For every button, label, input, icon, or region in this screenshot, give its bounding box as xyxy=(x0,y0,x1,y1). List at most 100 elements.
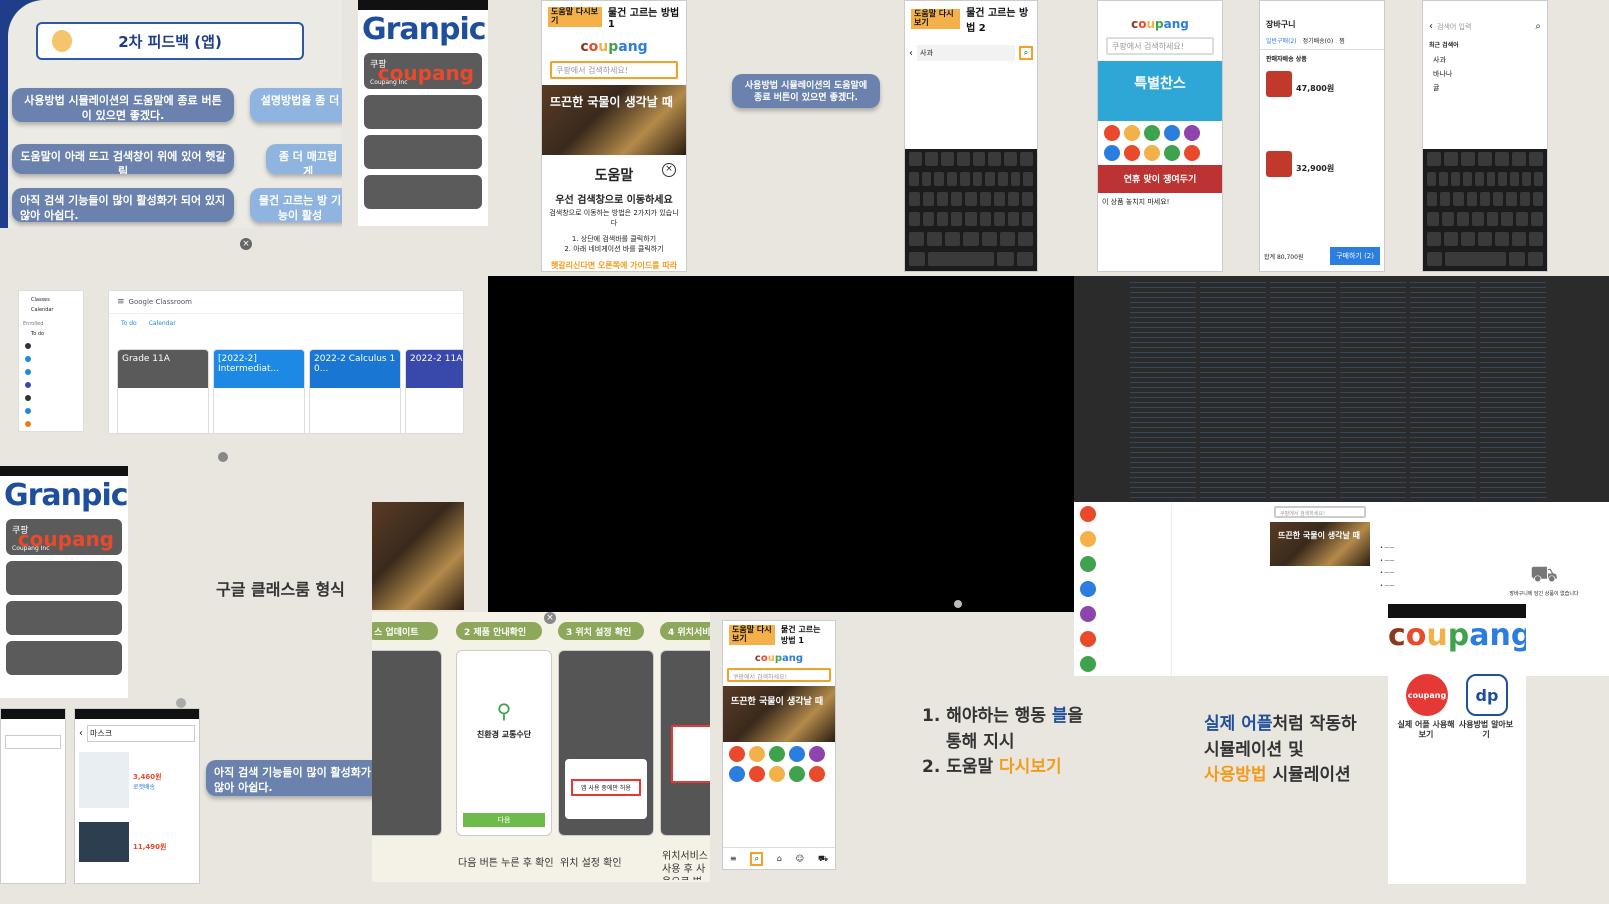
promo-banner[interactable]: 뜨끈한 국물이 생각날 때 xyxy=(723,686,835,742)
tab-subscription[interactable]: 정기배송(0) xyxy=(1302,38,1334,45)
help-again-tag[interactable]: 도움말 다시보기 xyxy=(548,7,602,27)
search-input[interactable]: 마스크 xyxy=(87,725,195,742)
status-bar xyxy=(1,709,65,719)
coupang-banner[interactable]: 쿠팡 coupang Coupang Inc xyxy=(6,519,122,555)
help-again-tag[interactable]: 도움말 다시보기 xyxy=(729,625,775,645)
keyboard[interactable] xyxy=(1423,149,1547,271)
category-icons[interactable] xyxy=(723,742,835,786)
category-icons[interactable] xyxy=(1098,121,1222,165)
sidebar-item-enrolled[interactable]: Enrolled xyxy=(23,321,44,327)
banner-label: 쿠팡 xyxy=(370,60,387,70)
menu-block-3[interactable] xyxy=(364,175,482,209)
coupang-banner[interactable]: 쿠팡 coupang Coupang Inc xyxy=(364,53,482,89)
nav-search-icon[interactable]: ⌕ xyxy=(750,851,763,866)
tab-wish[interactable]: 찜 xyxy=(1339,38,1345,45)
onboarding-screen-2: ⚲ 친환경 교통수단 다음 xyxy=(456,650,552,836)
tab-todo[interactable]: To do xyxy=(121,320,137,327)
search-result-screen: ‹ 마스크 3,460원 로켓배송 11,490원 xyxy=(74,708,200,884)
search-input[interactable]: 쿠팡에서 검색하세요! xyxy=(1274,506,1366,518)
help-line-2: 검색창으로 이동하는 방법은 2가지가 있습니다 xyxy=(549,209,679,227)
sidebar-item-calendar[interactable]: Calendar xyxy=(31,307,54,313)
menu-icon[interactable]: ≡ xyxy=(117,297,125,307)
nav-cart-icon[interactable]: ⛟ xyxy=(817,853,829,863)
search-input[interactable]: 쿠팡에서 검색하세요! xyxy=(550,61,678,79)
nav-home-icon[interactable]: ⌂ xyxy=(776,854,782,863)
cart-item-2[interactable]: 32,900원 xyxy=(1260,101,1384,181)
class-card-title: 2022-2 11A World xyxy=(410,354,463,364)
menu-block-1[interactable] xyxy=(364,95,482,129)
close-icon[interactable]: × xyxy=(240,238,252,250)
real-app-icon[interactable]: coupang xyxy=(1406,674,1448,716)
menu-block-3[interactable] xyxy=(6,641,122,675)
nav-user-icon[interactable]: ☺ xyxy=(795,854,805,863)
menu-block-2[interactable] xyxy=(6,601,122,635)
guide-app-icon[interactable]: dp xyxy=(1466,674,1508,716)
help-screen: 도움말 다시보기 물건 고르는 방법 1 coupang 쿠팡에서 검색하세요!… xyxy=(541,0,687,272)
class-card[interactable]: Grade 11A xyxy=(117,349,209,433)
class-card[interactable]: [2022-2] Intermediat... xyxy=(213,349,305,433)
class-card[interactable]: 2022-2 11A World xyxy=(405,349,463,433)
banner-logo: coupang xyxy=(377,61,474,85)
cart-item-1[interactable]: 47,800원 xyxy=(1260,67,1384,101)
result-item-1[interactable]: 3,460원 로켓배송 xyxy=(75,748,199,812)
menu-list[interactable]: • —— • —— • —— • —— xyxy=(1380,545,1395,589)
next-button[interactable]: 다음 xyxy=(463,813,545,827)
item-price: 11,490원 xyxy=(133,843,167,851)
search-icon[interactable]: ⌕ xyxy=(1019,46,1033,60)
search-input[interactable] xyxy=(5,735,61,749)
help-step-1: 1. 상단에 검색바를 클릭하기 xyxy=(571,235,657,243)
promo-banner[interactable]: 뜨끈한 국물이 생각날 때 xyxy=(542,85,686,155)
help-dialog-title: 도움말 xyxy=(594,168,634,184)
close-icon[interactable]: × xyxy=(662,163,676,177)
result-item-2[interactable]: 11,490원 xyxy=(75,812,199,872)
simulation-line-3: 사용방법 시뮬레이션 xyxy=(1204,765,1351,785)
recent-item[interactable]: 바나나 xyxy=(1433,70,1453,78)
class-card[interactable]: 2022-2 Calculus 1 0... xyxy=(309,349,401,433)
buy-button[interactable]: 구매하기 (2) xyxy=(1330,247,1380,265)
onboarding-screen-1 xyxy=(372,650,442,836)
nav-menu-icon[interactable]: ≡ xyxy=(729,854,737,863)
feedback-item-5: 좀 더 매끄럽게 xyxy=(266,144,342,174)
promo-banner[interactable]: 뜨끈한 국물이 생각날 때 xyxy=(1270,522,1370,566)
close-icon[interactable]: × xyxy=(544,612,556,624)
close-icon[interactable] xyxy=(954,600,962,608)
permission-dialog: 앱 사용 중에만 허용 xyxy=(565,759,647,819)
search-icon[interactable]: ⌕ xyxy=(1535,21,1541,32)
menu-block-1[interactable] xyxy=(6,561,122,595)
tab-general[interactable]: 일반구매(2) xyxy=(1266,38,1297,45)
promo-banner-2[interactable]: 연휴 맞이 쟁여두기 xyxy=(1098,165,1222,193)
banner-sub: Coupang Inc xyxy=(12,545,50,552)
back-icon[interactable]: ‹ xyxy=(79,728,83,739)
onboarding-steps: 스 업데이트 2 제품 안내확인 3 위치 설정 확인 4 위치서비스 ⚲ 친환… xyxy=(372,612,710,882)
allow-while-using-button[interactable]: 앱 사용 중에만 허용 xyxy=(571,779,641,796)
help-header-title: 물건 고르는 방법 1 xyxy=(780,625,821,645)
search-input[interactable]: 검색어 입력 xyxy=(1437,22,1472,31)
food-banner-partial xyxy=(372,502,464,610)
cart-screen: 장바구니 일반구매(2) 정기배송(0) 찜 판매자배송 상품 47,800원 … xyxy=(1259,0,1385,272)
promo-banner[interactable]: 특별찬스 xyxy=(1098,61,1222,121)
search-row: ‹ 검색어 입력 ⌕ xyxy=(1423,1,1547,36)
keyboard-header: 도움말 다시보기 물건 고르는 방법 2 xyxy=(905,1,1037,37)
close-icon[interactable] xyxy=(218,452,228,462)
tab-calendar[interactable]: Calendar xyxy=(148,320,176,327)
location-settings-box[interactable] xyxy=(671,725,710,783)
item-price: 47,800원 xyxy=(1296,84,1335,93)
empty-cart-text: 장바구니에 담긴 상품이 없습니다 xyxy=(1509,591,1579,597)
menu-block-2[interactable] xyxy=(364,135,482,169)
help-step-2: 2. 아래 네비게이션 바를 클릭하기 xyxy=(564,245,664,253)
cart-tabs: 일반구매(2) 정기배송(0) 찜 xyxy=(1260,32,1384,50)
back-icon[interactable]: ‹ xyxy=(909,47,913,59)
search-input[interactable]: 사과 xyxy=(917,45,1015,61)
back-icon[interactable]: ‹ xyxy=(1429,21,1433,32)
recent-item[interactable]: 귤 xyxy=(1433,84,1440,92)
keyboard[interactable] xyxy=(905,149,1037,271)
sidebar-item-classes[interactable]: Classes xyxy=(31,297,50,303)
sidebar-item-todo[interactable]: To do xyxy=(31,331,45,337)
category-list[interactable] xyxy=(1074,502,1172,676)
search-input[interactable]: 쿠팡에서 검색하세요! xyxy=(1106,37,1214,55)
search-input[interactable]: 쿠팡에서 검색하세요! xyxy=(727,668,831,682)
recent-item[interactable]: 사과 xyxy=(1433,56,1446,64)
close-icon[interactable] xyxy=(176,698,186,708)
coupang-logo: coupang xyxy=(1388,618,1526,653)
help-again-tag[interactable]: 도움말 다시보기 xyxy=(911,9,961,29)
